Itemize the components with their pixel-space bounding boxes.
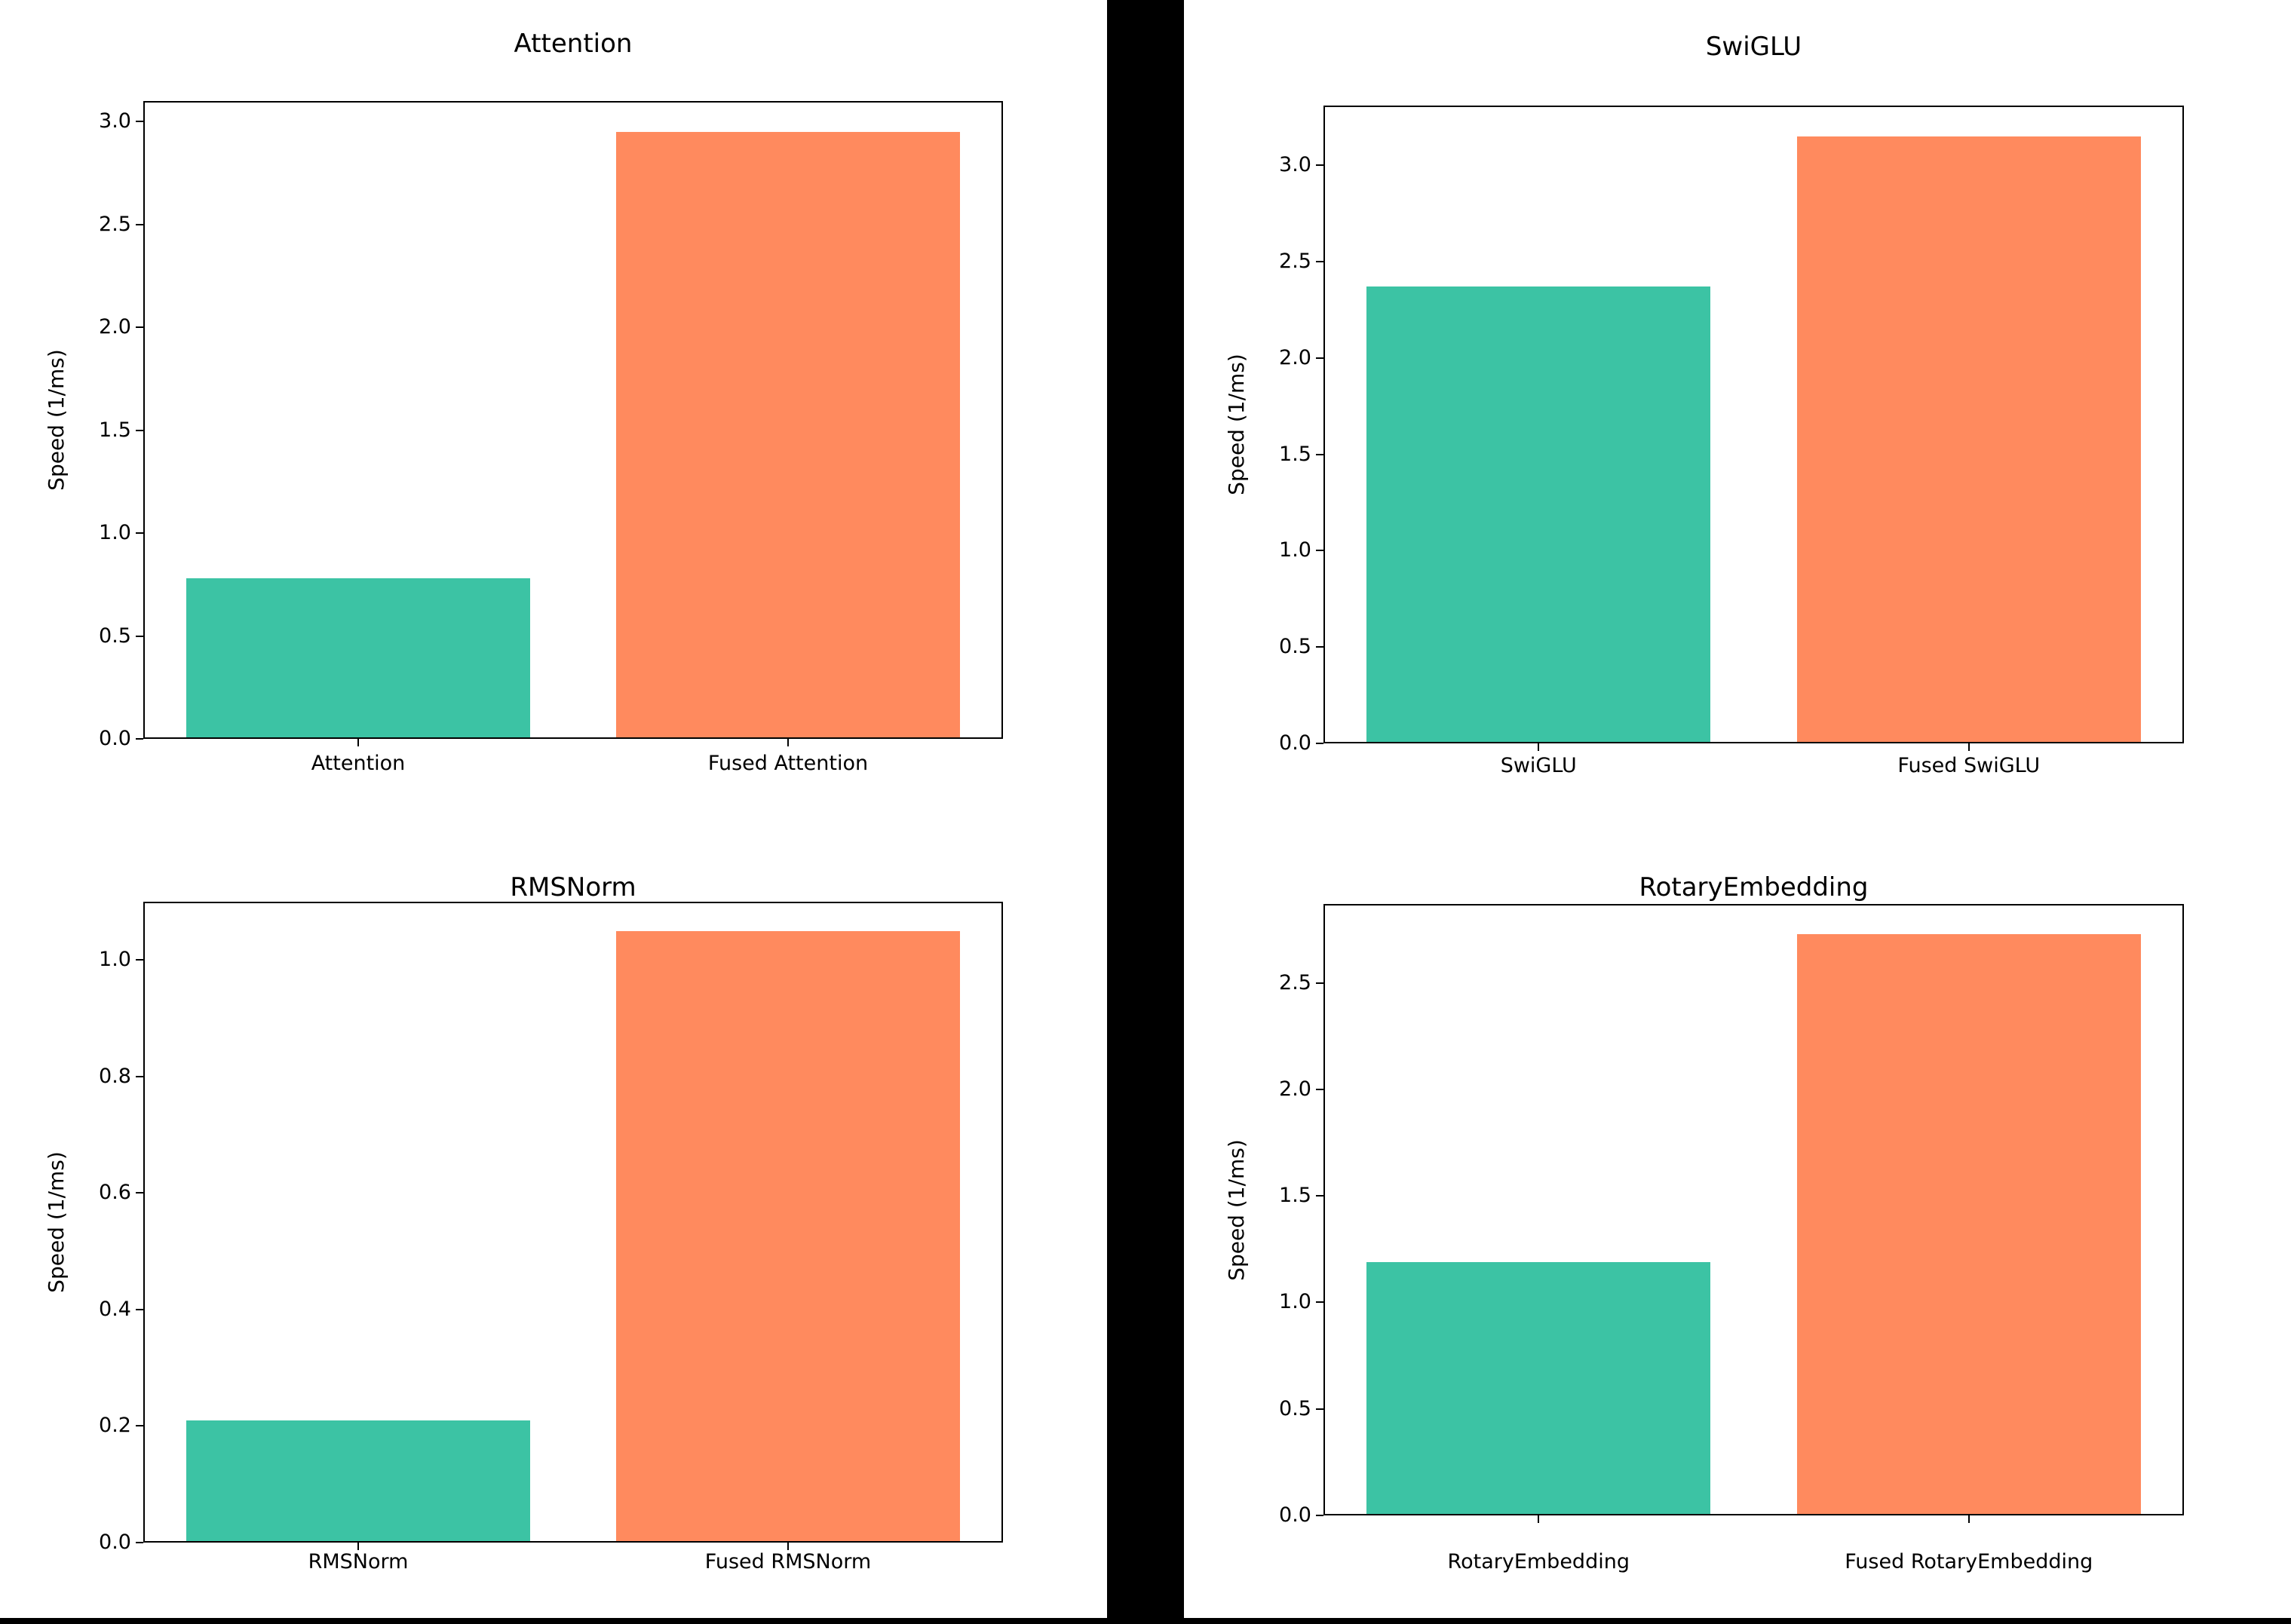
x-tick-mark [787,1543,789,1550]
vertical-black-divider [1107,0,1184,1624]
y-tick-label: 2.5 [1279,250,1311,274]
chart-title: SwiGLU [1705,32,1802,62]
y-tick-mark [1316,1195,1323,1197]
bar-swiglu [1366,286,1711,743]
y-tick-mark [136,1075,143,1077]
y-tick-mark [1316,1408,1323,1410]
bar-fused-rotaryembedding [1796,933,2141,1515]
y-tick-mark [136,1542,143,1543]
x-tick-label: Attention [311,752,406,775]
x-tick-label: RotaryEmbedding [1447,1550,1630,1573]
bar-attention [186,578,530,739]
x-tick-mark [1967,743,1970,751]
x-tick-label: SwiGLU [1500,754,1577,777]
y-tick-mark [1316,1301,1323,1304]
y-tick-label: 0.5 [1279,1396,1311,1420]
chart-title: RMSNorm [510,872,636,902]
y-tick-label: 0.2 [99,1414,131,1438]
y-tick-label: 2.5 [1279,970,1311,994]
y-tick-label: 1.5 [1279,1184,1311,1208]
y-tick-label: 1.5 [99,418,131,442]
y-tick-label: 0.0 [1279,731,1311,755]
y-tick-mark [136,1425,143,1427]
y-tick-mark [136,1308,143,1310]
y-tick-label: 2.0 [1279,1077,1311,1101]
y-tick-label: 1.0 [1279,538,1311,562]
y-tick-label: 1.0 [99,948,131,972]
y-tick-mark [1316,261,1323,263]
y-tick-label: 0.0 [99,727,131,750]
x-tick-label: RMSNorm [308,1550,409,1573]
y-tick-label: 0.0 [1279,1503,1311,1527]
chart-title: RotaryEmbedding [1639,872,1869,902]
y-tick-label: 0.6 [99,1181,131,1205]
x-tick-label: Fused RotaryEmbedding [1845,1550,2093,1573]
y-tick-mark [1316,982,1323,984]
y-tick-mark [136,738,143,740]
y-tick-mark [1316,164,1323,167]
bar-fused-attention [616,131,960,739]
y-tick-mark [1316,1515,1323,1516]
y-tick-label: 1.0 [99,521,131,545]
y-tick-mark [136,429,143,431]
y-tick-label: 3.0 [99,109,131,133]
y-tick-label: 1.0 [1279,1290,1311,1314]
bar-rmsnorm [186,1420,530,1543]
x-tick-mark [357,739,359,746]
y-tick-mark [1316,1088,1323,1090]
bar-rotaryembedding [1366,1261,1711,1515]
y-tick-label: 2.0 [1279,345,1311,369]
y-tick-mark [136,326,143,329]
x-tick-label: Fused RMSNorm [704,1550,872,1573]
y-tick-label: 2.5 [99,212,131,236]
y-tick-mark [136,223,143,225]
y-tick-label: 1.5 [1279,442,1311,466]
y-tick-mark [136,959,143,961]
y-tick-mark [136,635,143,637]
bar-fused-rmsnorm [616,930,960,1543]
y-tick-label: 0.5 [99,624,131,648]
y-tick-mark [1316,453,1323,455]
x-tick-label: Fused Attention [707,752,869,775]
y-tick-mark [136,1192,143,1194]
y-tick-label: 0.5 [1279,635,1311,659]
y-tick-label: 0.4 [99,1297,131,1321]
y-tick-mark [1316,646,1323,648]
y-tick-mark [1316,550,1323,552]
x-tick-mark [1967,1515,1970,1523]
y-tick-label: 0.8 [99,1064,131,1088]
x-tick-mark [787,739,789,746]
x-tick-mark [357,1543,359,1550]
chart-title: Attention [514,29,633,59]
x-tick-label: Fused SwiGLU [1897,754,2041,777]
x-tick-mark [1538,743,1540,751]
y-tick-mark [1316,743,1323,744]
y-tick-mark [1316,357,1323,359]
y-tick-label: 2.0 [99,315,131,339]
x-tick-mark [1538,1515,1540,1523]
y-tick-mark [136,532,143,535]
y-axis-label: Speed (1/ms) [1224,1139,1249,1281]
y-tick-label: 0.0 [99,1531,131,1554]
bar-fused-swiglu [1796,136,2141,743]
bottom-black-bar [0,1618,2291,1624]
y-tick-label: 3.0 [1279,153,1311,177]
y-tick-mark [136,121,143,123]
